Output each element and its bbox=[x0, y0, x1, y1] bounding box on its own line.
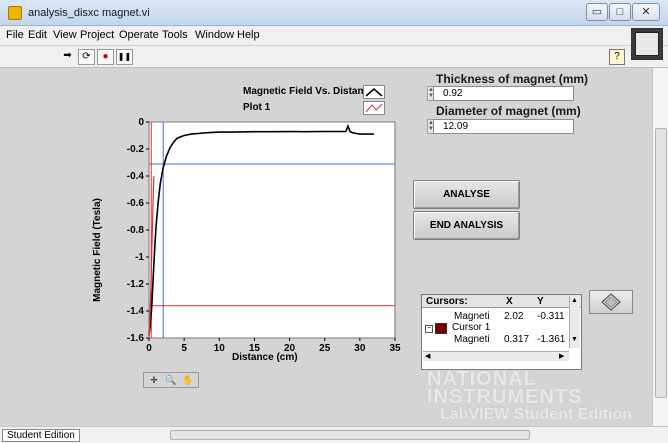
series-line-magnetic-field bbox=[148, 123, 374, 336]
ni-watermark-logo: NATIONAL INSTRUMENTS bbox=[427, 368, 583, 408]
analyse-button[interactable]: ANALYSE bbox=[413, 180, 520, 209]
vertical-scrollbar[interactable] bbox=[652, 68, 668, 426]
y-tick-label: -0.4 bbox=[127, 171, 145, 182]
y-tick-label: 0 bbox=[138, 118, 144, 128]
legend-entry[interactable]: Magnetic Field Vs. Distance bbox=[227, 84, 385, 100]
menu-bar: File Edit View Project Operate Tools Win… bbox=[0, 26, 668, 46]
graph-palette: ✛ 🔍 ✋ bbox=[143, 372, 199, 388]
collapse-icon[interactable]: − bbox=[425, 325, 433, 333]
toolbar: ➡ ⟳ ● ❚❚ ? bbox=[0, 46, 668, 68]
labview-app-icon bbox=[8, 6, 22, 20]
maximize-button[interactable]: □ bbox=[609, 3, 631, 21]
cursor-legend-hscroll[interactable]: ◀ ▶ bbox=[423, 351, 569, 361]
menu-operate[interactable]: Operate bbox=[119, 29, 159, 41]
cursor-legend[interactable]: Cursors: X Y Magneti 2.02 -0.311 − Curso… bbox=[421, 294, 582, 370]
y-tick-label: -1.4 bbox=[127, 306, 145, 317]
diamond-arrows-icon bbox=[601, 293, 621, 311]
y-axis-label: Magnetic Field (Tesla) bbox=[92, 198, 103, 302]
cursor-legend-header bbox=[422, 295, 581, 308]
cursor-row-x: 0.317 bbox=[504, 334, 530, 345]
y-tick-label: -0.6 bbox=[127, 198, 145, 209]
context-help-button[interactable]: ? bbox=[609, 49, 625, 65]
x-tick-label: 0 bbox=[146, 343, 152, 354]
x-tick-label: 10 bbox=[214, 343, 226, 354]
legend-entry[interactable]: Plot 1 bbox=[227, 100, 385, 116]
cursor-color-swatch[interactable] bbox=[435, 323, 447, 334]
run-arrow-icon[interactable]: ➡ bbox=[63, 50, 72, 61]
x-tick-label: 30 bbox=[354, 343, 366, 354]
cursor-mover-button[interactable] bbox=[589, 290, 633, 314]
vi-connector-icon bbox=[631, 28, 663, 60]
abort-icon[interactable]: ● bbox=[97, 49, 114, 65]
thickness-input[interactable]: 0.92 bbox=[433, 86, 574, 101]
y-tick-label: -1 bbox=[135, 252, 144, 263]
scroll-up-icon[interactable]: ▲ bbox=[571, 297, 578, 304]
diameter-input[interactable]: 12.09 bbox=[433, 119, 574, 134]
thickness-label: Thickness of magnet (mm) bbox=[436, 72, 589, 86]
y-tick-label: -0.2 bbox=[127, 144, 145, 155]
scroll-down-icon[interactable]: ▼ bbox=[571, 336, 578, 343]
zoom-tool-icon[interactable]: 🔍 bbox=[165, 375, 177, 385]
run-continuously-icon[interactable]: ⟳ bbox=[78, 49, 95, 65]
pan-tool-icon[interactable]: ✋ bbox=[182, 375, 194, 385]
x-tick-label: 15 bbox=[249, 343, 261, 354]
labview-edition-watermark: LabVIEW Student Edition bbox=[440, 406, 632, 423]
x-axis-label: Distance (cm) bbox=[232, 352, 298, 363]
y-tick-label: -1.2 bbox=[127, 279, 145, 290]
minimize-button[interactable]: ▭ bbox=[586, 3, 608, 21]
series-line-plot-1 bbox=[148, 175, 155, 339]
legend-label: Magnetic Field Vs. Distance bbox=[243, 86, 375, 97]
y-tick-label: -1.6 bbox=[127, 333, 145, 344]
scroll-left-icon[interactable]: ◀ bbox=[425, 353, 431, 360]
diameter-label: Diameter of magnet (mm) bbox=[436, 104, 581, 118]
cursor-header-y: Y bbox=[537, 296, 544, 307]
pause-icon[interactable]: ❚❚ bbox=[116, 49, 133, 65]
cursor-row-y: -0.311 bbox=[537, 311, 565, 322]
x-tick-label: 25 bbox=[319, 343, 331, 354]
menu-view[interactable]: View bbox=[53, 29, 77, 41]
cursor-header-x: X bbox=[506, 296, 513, 307]
x-tick-label: 5 bbox=[181, 343, 187, 354]
title-bar bbox=[0, 0, 668, 26]
scroll-thumb[interactable] bbox=[655, 128, 667, 398]
cursor-movement-tool-icon[interactable]: ✛ bbox=[150, 375, 158, 385]
edition-status-label: Student Edition bbox=[2, 429, 80, 442]
y-tick-label: -0.8 bbox=[127, 225, 145, 236]
menu-file[interactable]: File bbox=[6, 29, 24, 41]
graph-plot-area[interactable]: 0 5 10 15 20 25 30 35 0 -0.2 -0.4 -0.6 -0.8 -1 -1.2 -1.… bbox=[87, 118, 409, 366]
plot-legend[interactable]: Magnetic Field Vs. Distance Plot 1 bbox=[227, 84, 385, 116]
window-title: analysis_disxc magnet.vi bbox=[28, 7, 150, 19]
waveform-graph[interactable]: 0 5 10 15 20 25 30 35 0 -0.2 -0.4 -0.6 -0.8 -1 -1.2 -1.… bbox=[87, 118, 409, 366]
plot-background bbox=[148, 121, 396, 339]
cursor-row-name: Magneti bbox=[454, 311, 490, 322]
menu-help[interactable]: Help bbox=[237, 29, 260, 41]
watermark-line2: INSTRUMENTS bbox=[427, 386, 583, 408]
cursor-row-x: 2.02 bbox=[504, 311, 524, 322]
cursor-row-name: Magneti bbox=[454, 334, 490, 345]
x-tick-label: 35 bbox=[389, 343, 401, 354]
menu-edit[interactable]: Edit bbox=[28, 29, 47, 41]
menu-tools[interactable]: Tools bbox=[162, 29, 188, 41]
cursor-group-name: Cursor 1 bbox=[452, 322, 491, 333]
close-button[interactable]: ✕ bbox=[632, 3, 660, 21]
cursor-header-name: Cursors: bbox=[426, 296, 468, 307]
legend-label: Plot 1 bbox=[243, 102, 271, 113]
cursor-row-y: -1.361 bbox=[537, 334, 566, 345]
menu-project[interactable]: Project bbox=[80, 29, 115, 41]
legend-swatch-icon[interactable] bbox=[363, 85, 385, 99]
hscroll-thumb[interactable] bbox=[170, 430, 530, 440]
scroll-right-icon[interactable]: ▶ bbox=[559, 353, 565, 360]
watermark-line1: NATIONAL bbox=[427, 368, 537, 390]
cursor-legend-vscroll[interactable]: ▲ ▼ bbox=[569, 296, 580, 348]
x-tick-label: 20 bbox=[284, 343, 296, 354]
end-analysis-button[interactable]: END ANALYSIS bbox=[413, 211, 520, 240]
legend-swatch-icon[interactable] bbox=[363, 101, 385, 115]
menu-window[interactable]: Window bbox=[195, 29, 235, 41]
